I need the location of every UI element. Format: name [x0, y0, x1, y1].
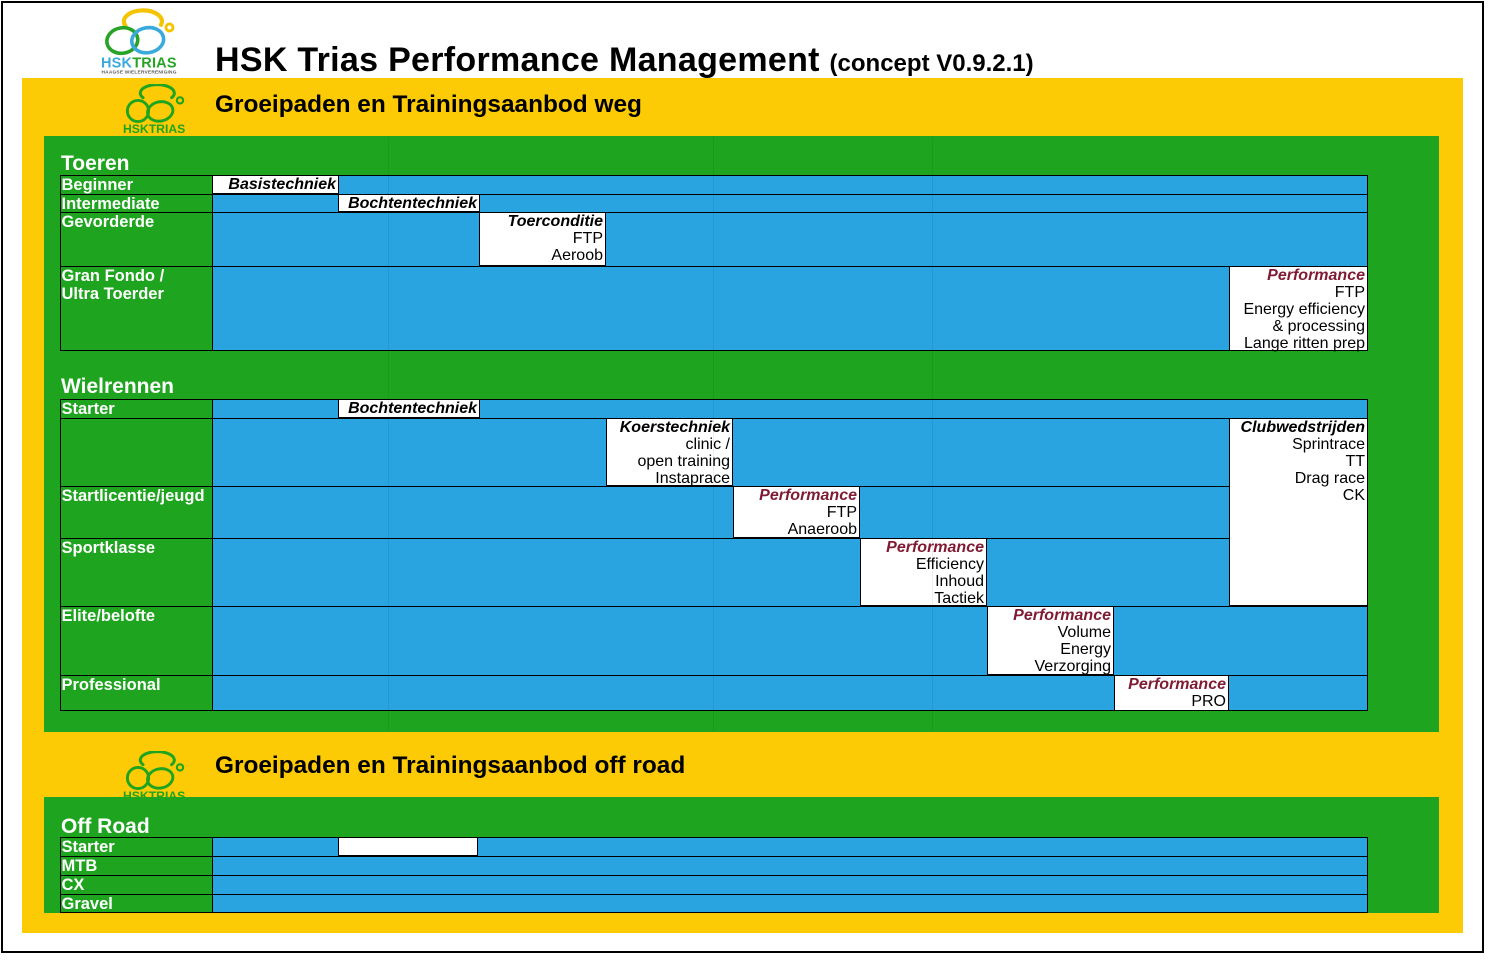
- svg-text:HSKTRIAS: HSKTRIAS: [123, 789, 185, 803]
- svg-text:HAAGSE WIELERVERENIGING: HAAGSE WIELERVERENIGING: [102, 70, 177, 76]
- svg-text:HSKTRIAS: HSKTRIAS: [123, 122, 185, 136]
- svg-text:HSKTRIAS: HSKTRIAS: [101, 56, 177, 72]
